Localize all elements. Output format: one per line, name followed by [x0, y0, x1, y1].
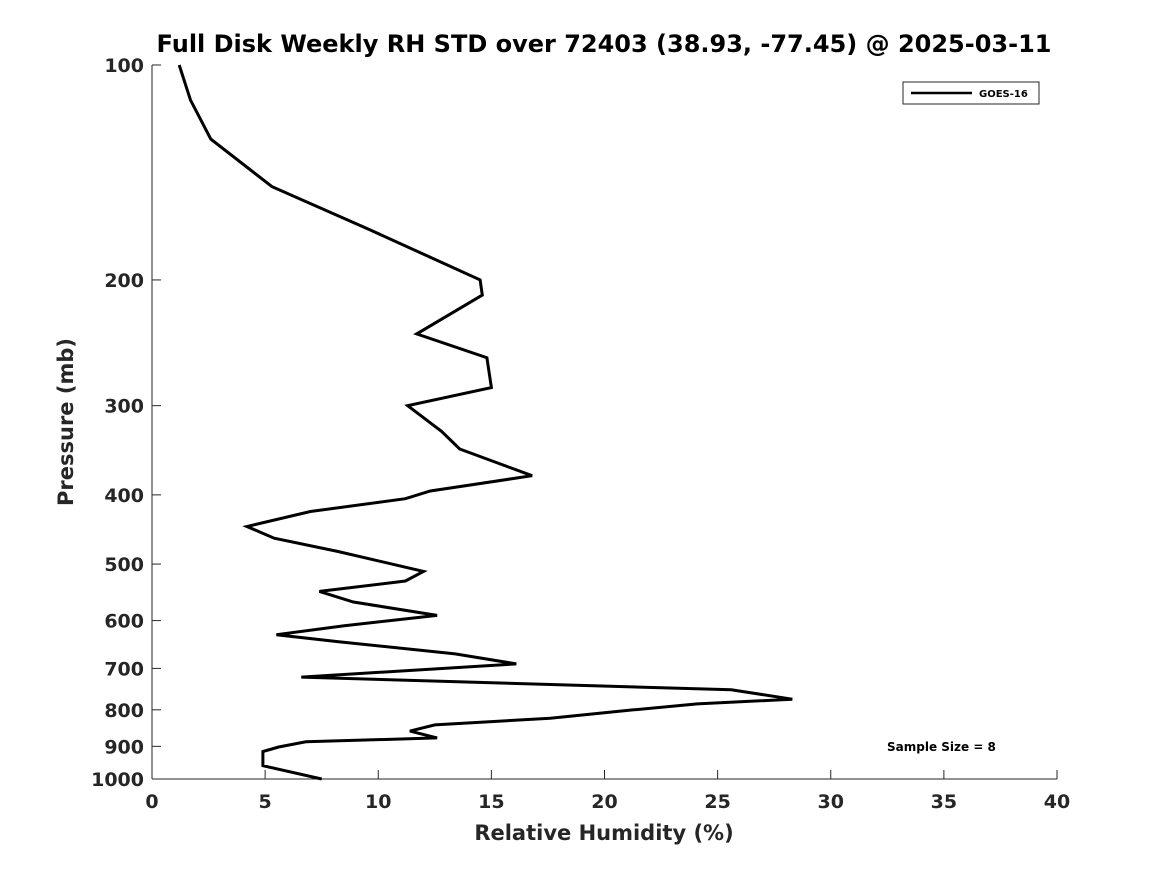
x-tick-label: 25 — [704, 791, 730, 813]
y-tick-label: 800 — [104, 700, 144, 722]
y-tick-label: 100 — [104, 55, 144, 77]
y-tick-label: 200 — [104, 270, 144, 292]
y-tick-label: 400 — [104, 485, 144, 507]
plot-area — [152, 65, 1057, 779]
legend: GOES-16 — [902, 81, 1040, 105]
y-tick-label: 300 — [104, 396, 144, 418]
x-tick-label: 15 — [478, 791, 504, 813]
y-axis-label: Pressure (mb) — [54, 338, 78, 506]
y-tick-label: 700 — [104, 658, 144, 680]
y-ticks: 100 200 300 400 500 600 700 800 900 1000 — [91, 55, 161, 791]
x-tick-label: 30 — [818, 791, 844, 813]
series-layer — [177, 64, 793, 781]
y-tick-label: 600 — [104, 611, 144, 633]
x-tick-label: 40 — [1044, 791, 1070, 813]
series-line-goes-16 — [177, 64, 793, 781]
x-tick-label: 5 — [259, 791, 272, 813]
chart-title: Full Disk Weekly RH STD over 72403 (38.9… — [157, 30, 1052, 58]
x-tick-label: 35 — [931, 791, 957, 813]
sample-size-annotation: Sample Size = 8 — [887, 740, 996, 754]
x-ticks: 0 5 10 15 20 25 30 35 40 — [145, 770, 1070, 813]
x-tick-label: 10 — [365, 791, 391, 813]
x-axis-label: Relative Humidity (%) — [474, 821, 733, 845]
x-tick-label: 0 — [145, 791, 158, 813]
y-tick-label: 1000 — [91, 769, 144, 791]
x-tick-label: 20 — [591, 791, 617, 813]
y-tick-label: 900 — [104, 736, 144, 758]
y-tick-label: 500 — [104, 554, 144, 576]
legend-label-goes-16: GOES-16 — [979, 89, 1028, 100]
